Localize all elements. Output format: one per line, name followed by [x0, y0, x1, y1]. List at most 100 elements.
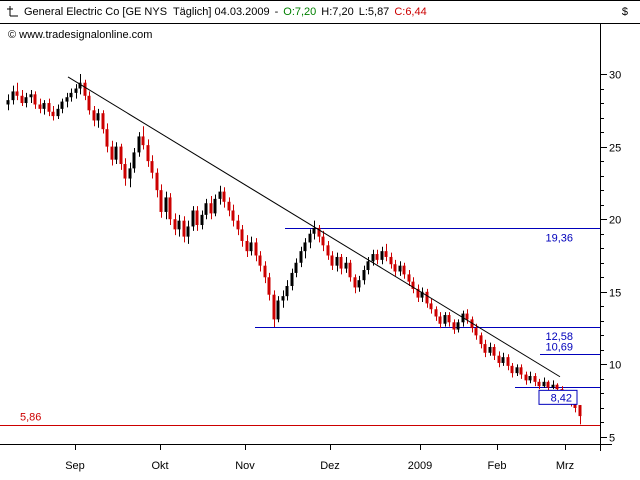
level-label: 5,86 — [20, 412, 41, 424]
candle-body — [128, 168, 132, 179]
candle-body — [191, 210, 195, 227]
candle-body — [168, 197, 172, 220]
candle-body — [218, 191, 222, 199]
candle-body — [263, 265, 267, 278]
candle-body — [348, 262, 352, 278]
candle-body — [200, 214, 204, 226]
candle-body — [371, 254, 375, 262]
candle-body — [470, 319, 474, 329]
x-axis-tick-label: 2009 — [408, 460, 432, 472]
candle-body — [312, 227, 316, 234]
close-value: C:6,44 — [394, 6, 427, 18]
candle-body — [132, 152, 136, 169]
candle-body — [51, 111, 55, 117]
candle-body — [465, 313, 469, 320]
candle-body — [384, 251, 388, 257]
high-value: H:7,20 — [321, 6, 354, 18]
candle-body — [402, 265, 406, 275]
candle-body — [380, 251, 384, 260]
candle-body — [245, 240, 249, 252]
candle-body — [236, 220, 240, 230]
candle-body — [519, 367, 523, 375]
candle-body — [317, 227, 321, 237]
x-axis-tick-label: Okt — [151, 460, 168, 472]
candle-body — [150, 161, 154, 173]
candle-body — [497, 355, 501, 363]
x-axis-tick-label: Sep — [65, 460, 85, 472]
level-label: 8,42 — [551, 392, 572, 404]
candle-body — [6, 100, 10, 105]
candle-body — [524, 374, 528, 381]
candle-body — [24, 97, 28, 104]
candle-body — [429, 303, 433, 310]
candle-body — [204, 203, 208, 215]
x-axis-tick-label: Mrz — [556, 460, 574, 472]
candle-body — [474, 328, 478, 336]
candle-body — [506, 357, 510, 366]
candle-body — [69, 92, 73, 98]
candle-body — [11, 91, 15, 101]
candle-body — [353, 277, 357, 288]
candle-body — [78, 82, 82, 89]
candle-body — [537, 381, 541, 387]
candle-body — [456, 322, 460, 330]
open-value: O:7,20 — [283, 6, 317, 18]
candle-body — [416, 288, 420, 298]
x-axis-tick-label: Dez — [320, 460, 340, 472]
candle-body — [249, 242, 253, 252]
candle-body — [308, 233, 312, 243]
candle-body — [294, 262, 298, 273]
candle-body — [83, 82, 87, 96]
candle-body — [164, 197, 168, 212]
candle-body — [366, 261, 370, 271]
candle-body — [281, 296, 285, 301]
candle-body — [213, 198, 217, 214]
candle-body — [344, 262, 348, 269]
candle-body — [510, 365, 514, 374]
candle-body — [420, 291, 424, 298]
candle-body — [479, 335, 483, 345]
level-label: 10,69 — [545, 341, 573, 353]
candle-body — [555, 384, 559, 390]
candle-body — [182, 220, 186, 237]
candle-body — [101, 113, 105, 130]
candle-body — [303, 242, 307, 252]
candle-body — [119, 146, 123, 165]
chart-axis-icon — [6, 6, 19, 19]
candle-body — [492, 346, 496, 356]
candle-body — [258, 255, 262, 266]
candle-body — [195, 210, 199, 226]
candle-body — [92, 110, 96, 121]
y-axis-tick-label: 30 — [609, 70, 621, 82]
currency-symbol: $ — [621, 6, 628, 18]
candle-body — [393, 264, 397, 272]
candle-body — [407, 274, 411, 282]
candle-body — [447, 315, 451, 323]
candle-body — [375, 254, 379, 260]
level-label: 12,58 — [545, 331, 573, 343]
candle-body — [578, 405, 582, 417]
title-separator: - — [274, 6, 279, 18]
candle-body — [42, 103, 46, 109]
candle-body — [74, 88, 78, 93]
candle-body — [425, 291, 429, 304]
title-bar: General Electric Co [GE NYS Täglich] 04.… — [0, 1, 640, 24]
candle-body — [362, 270, 366, 281]
candle-body — [155, 172, 159, 191]
candle-body — [227, 201, 231, 211]
price-chart-canvas[interactable]: © www.tradesignalonline.com 5 10 15 20 25 30 S… — [0, 24, 640, 480]
candle-body — [528, 376, 532, 381]
trendline[interactable] — [67, 76, 561, 378]
y-axis-tick-label: 10 — [609, 360, 621, 372]
candle-body — [173, 219, 177, 230]
candle-body — [542, 381, 546, 387]
candle-body — [114, 146, 118, 160]
candle-body — [267, 277, 271, 295]
candle-body — [326, 245, 330, 256]
candle-body — [339, 256, 343, 269]
candle-body — [20, 95, 24, 104]
candle-body — [254, 242, 258, 256]
level-label: 19,36 — [545, 232, 573, 244]
candle-body — [110, 146, 114, 160]
candle-body — [276, 300, 280, 320]
